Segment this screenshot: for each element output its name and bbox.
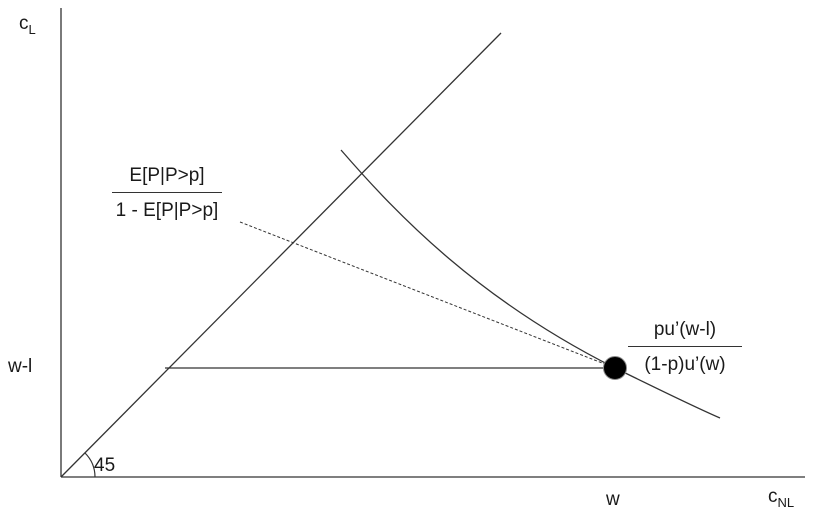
forty-five-degree-line (60, 32, 502, 478)
y-axis-label-main: c (19, 13, 29, 34)
y-axis-label: cL (19, 13, 36, 36)
x-axis-label: cNL (768, 486, 794, 509)
left-fraction-numerator: E[P|P>p] (129, 165, 205, 186)
y-axis-label-sub: L (28, 22, 36, 37)
right-fraction-bar (628, 346, 742, 347)
angle-arc (84, 452, 96, 478)
left-fraction-denominator: 1 - E[P|P>p] (115, 200, 219, 221)
dashed-price-line (239, 221, 616, 369)
angle-label: 45 (94, 455, 116, 476)
endowment-point (603, 356, 627, 380)
right-fraction-denominator: (1-p)u’(w) (644, 354, 726, 375)
right-fraction: pu’(w-l) (1-p)u’(w) (628, 320, 742, 374)
x-tick-w: w (606, 489, 620, 510)
x-axis-label-sub: NL (777, 495, 795, 510)
y-tick-w-l: w-l (8, 356, 33, 377)
right-fraction-numerator: pu’(w-l) (653, 319, 717, 340)
left-fraction: E[P|P>p] 1 - E[P|P>p] (102, 166, 232, 220)
left-fraction-bar (112, 192, 222, 193)
indifference-curve (340, 149, 721, 419)
x-axis-label-main: c (768, 486, 778, 507)
